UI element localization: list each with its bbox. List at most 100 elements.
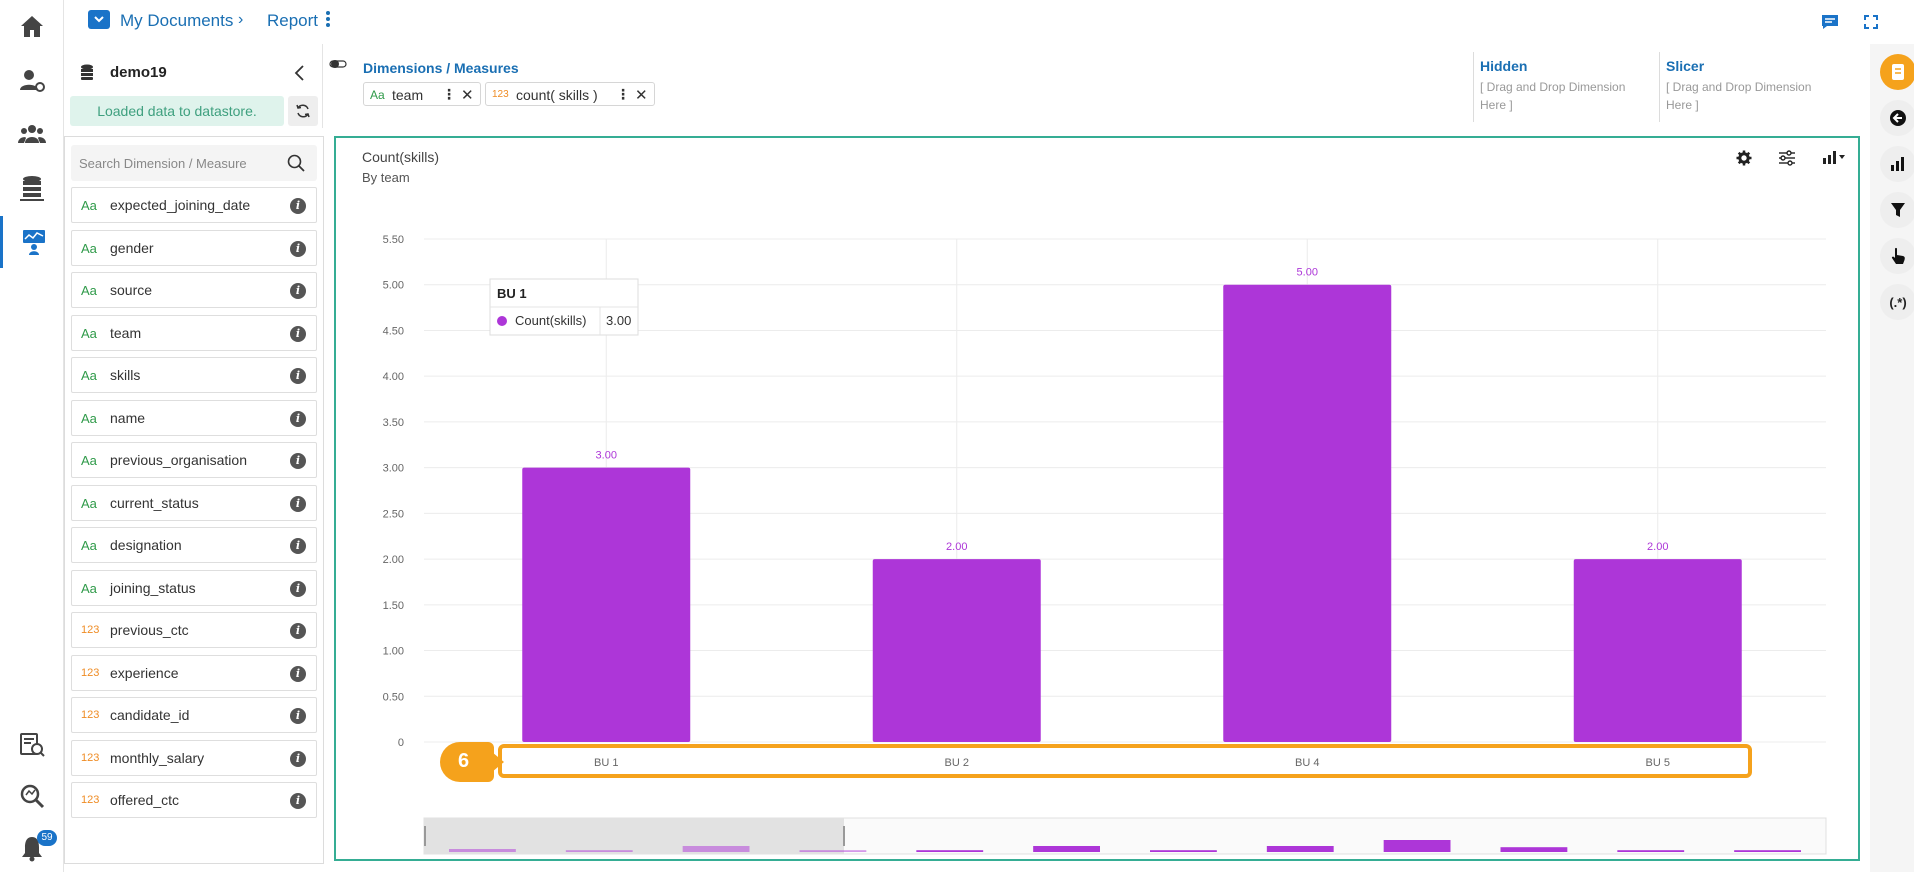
info-icon[interactable]: i [290, 495, 306, 512]
data-label: 2.00 [1647, 541, 1668, 553]
field-item-experience[interactable]: 123 experience i [71, 654, 317, 691]
chip-type-label: 123 [492, 89, 509, 100]
field-item-source[interactable]: Aa source i [71, 272, 317, 308]
info-icon[interactable]: i [290, 410, 306, 427]
field-item-offered-ctc[interactable]: 123 offered_ctc i [71, 782, 317, 818]
field-type-label: 123 [81, 751, 100, 764]
info-icon[interactable]: i [290, 198, 306, 214]
field-item-previous-ctc[interactable]: 123 previous_ctc i [71, 612, 317, 648]
regex-icon[interactable]: (.*) [1880, 284, 1914, 320]
field-type-label: Aa [81, 368, 97, 383]
bell-icon[interactable]: 59 [0, 822, 64, 872]
back-arrow-icon[interactable] [1880, 100, 1914, 136]
pointer-hand-icon[interactable] [1880, 238, 1914, 274]
chart-type-dropdown-icon[interactable] [1822, 150, 1848, 169]
data-label: 2.00 [946, 541, 967, 553]
info-icon[interactable]: i [290, 580, 306, 597]
user-settings-icon[interactable] [0, 54, 64, 106]
field-item-candidate-id[interactable]: 123 candidate_id i [71, 697, 317, 733]
breadcrumb-my-documents[interactable]: My Documents [120, 11, 234, 30]
navigator-window [424, 818, 844, 854]
navigator-bar [916, 850, 984, 852]
chip-remove-close-icon[interactable]: ✕ [635, 87, 648, 104]
info-icon[interactable]: i [290, 708, 306, 724]
field-type-label: 123 [81, 709, 100, 721]
info-icon[interactable]: i [290, 325, 306, 342]
info-icon[interactable]: i [290, 368, 306, 384]
bar-chart-icon[interactable] [1880, 146, 1914, 182]
report-icon[interactable] [1880, 54, 1914, 90]
users-group-icon[interactable] [0, 108, 64, 160]
data-search-icon[interactable] [0, 718, 64, 770]
field-item-name[interactable]: Aa name i [71, 399, 317, 436]
info-icon[interactable]: i [290, 750, 306, 767]
field-item-expected-joining-date[interactable]: Aa expected_joining_date i [71, 187, 317, 223]
hidden-drop-zone[interactable]: Hidden [ Drag and Drop Dimension Here ] [1473, 52, 1653, 122]
field-item-monthly-salary[interactable]: 123 monthly_salary i [71, 739, 317, 776]
field-item-designation[interactable]: Aa designation i [71, 527, 317, 563]
dashboard-designer-icon[interactable] [0, 216, 64, 268]
chip-name: count( skills ) [516, 87, 598, 103]
report-menu-kebab-icon[interactable] [325, 9, 331, 34]
bar [522, 467, 691, 742]
info-icon[interactable]: i [290, 793, 306, 809]
field-item-skills[interactable]: Aa skills i [71, 357, 317, 393]
toggle-switch-icon[interactable] [329, 56, 347, 74]
fullscreen-icon[interactable] [1864, 15, 1878, 34]
database-icon [80, 64, 94, 87]
field-item-gender[interactable]: Aa gender i [71, 229, 317, 266]
field-item-previous-organisation[interactable]: Aa previous_organisation i [71, 442, 317, 478]
chip-remove-close-icon[interactable]: ✕ [461, 87, 474, 104]
navigator-bar [1734, 850, 1801, 852]
field-type-label: 123 [81, 794, 100, 806]
info-icon[interactable]: i [290, 453, 306, 469]
field-name: previous_ctc [110, 622, 189, 638]
field-item-joining-status[interactable]: Aa joining_status i [71, 569, 317, 606]
y-tick-label: 5.50 [383, 234, 404, 246]
home-icon[interactable] [0, 0, 64, 52]
y-tick-label: 4.00 [383, 371, 404, 383]
annotation-number: 6 [458, 750, 470, 772]
info-icon[interactable]: i [290, 665, 306, 682]
database-server-icon[interactable] [0, 162, 64, 214]
y-tick-label: 3.50 [383, 417, 404, 429]
chip-team[interactable]: Aa team ⋮ ✕ [363, 82, 481, 106]
dimensions-measures-title: Dimensions / Measures [363, 60, 519, 76]
field-item-current-status[interactable]: Aa current_status i [71, 484, 317, 521]
gear-icon[interactable] [1736, 150, 1752, 171]
chip-menu-kebab-icon[interactable]: ⋮ [616, 86, 630, 102]
navigator-bar [1033, 846, 1100, 852]
zoom-search-icon[interactable] [0, 770, 64, 822]
info-icon[interactable]: i [290, 240, 306, 257]
search-icon[interactable] [287, 154, 305, 172]
navigator-bar [565, 850, 633, 852]
field-search-input[interactable] [79, 153, 279, 173]
y-tick-label: 4.50 [383, 325, 404, 337]
field-item-team[interactable]: Aa team i [71, 314, 317, 351]
comment-icon[interactable] [1821, 14, 1839, 35]
info-icon[interactable]: i [290, 538, 306, 554]
slicer-drop-zone[interactable]: Slicer [ Drag and Drop Dimension Here ] [1659, 52, 1839, 122]
info-icon[interactable]: i [290, 283, 306, 299]
info-icon[interactable]: i [290, 623, 306, 639]
x-tick-label: BU 2 [945, 757, 969, 769]
y-tick-label: 2.50 [383, 508, 404, 520]
bar-chart: 0 0.50 1.00 1.50 2.00 2.50 3.00 3.50 4.00 4.50 5.0… [383, 234, 1827, 855]
chip-count-skills[interactable]: 123 count( skills ) ⋮ ✕ [485, 82, 655, 106]
chip-menu-kebab-icon[interactable]: ⋮ [442, 86, 456, 102]
collapse-panel-chevron-icon[interactable] [294, 64, 306, 87]
navigator-bar [1150, 850, 1217, 852]
refresh-button[interactable] [288, 96, 318, 126]
y-tick-label: 1.50 [383, 600, 404, 612]
chart-subtitle: By team [362, 170, 410, 185]
navigator-bar [799, 850, 867, 852]
breadcrumb-report[interactable]: Report [267, 11, 319, 30]
filter-icon[interactable] [1880, 192, 1914, 228]
annotation-callout-pointer [492, 752, 504, 772]
field-name: previous_organisation [110, 452, 247, 468]
field-type-label: Aa [81, 240, 97, 256]
sliders-icon[interactable] [1778, 150, 1796, 171]
slicer-hint: [ Drag and Drop Dimension Here ] [1666, 80, 1812, 112]
field-type-label: Aa [81, 453, 97, 468]
breadcrumb-chevron-icon: › [238, 11, 244, 28]
